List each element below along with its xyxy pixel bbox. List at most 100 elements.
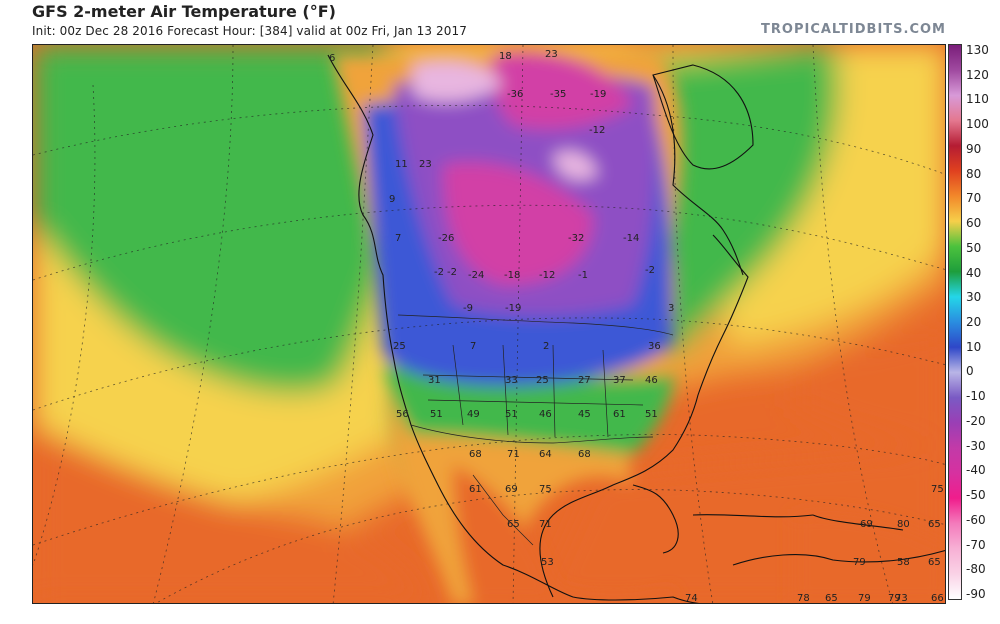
station-value: 36: [648, 341, 661, 352]
station-value: 7: [395, 233, 401, 244]
station-value: 69: [505, 484, 518, 495]
colorbar-tick: -20: [966, 413, 986, 428]
station-value: 33: [505, 375, 518, 386]
site-credit: TROPICALTIDBITS.COM: [761, 22, 946, 37]
station-value: 79: [888, 593, 901, 604]
colorbar-tick: 10: [966, 339, 982, 354]
station-value: -14: [623, 233, 639, 244]
station-value: -9: [463, 303, 473, 314]
station-value: -18: [504, 270, 520, 281]
station-value: 75: [931, 484, 944, 495]
station-value: 69: [860, 519, 873, 530]
land-temperature-field: [333, 50, 945, 603]
colorbar-tick: -80: [966, 562, 986, 577]
station-value: -12: [539, 270, 555, 281]
colorbar-tick: -30: [966, 438, 986, 453]
station-value: 11: [395, 159, 408, 170]
station-value: -19: [505, 303, 521, 314]
colorbar-tick: -40: [966, 463, 986, 478]
colorbar-tick: 90: [966, 141, 982, 156]
station-value: 25: [393, 341, 406, 352]
colorbar-tick: -50: [966, 488, 986, 503]
station-value: 71: [539, 519, 552, 530]
station-value: 49: [467, 409, 480, 420]
station-value: 51: [505, 409, 518, 420]
station-value: 9: [389, 194, 395, 205]
colorbar-tick: 110: [966, 92, 989, 107]
station-value: 23: [545, 49, 558, 60]
chart-title: GFS 2-meter Air Temperature (°F): [32, 2, 336, 21]
station-value: 79: [853, 557, 866, 568]
colorbar-tick: -90: [966, 587, 986, 601]
station-value: 18: [499, 51, 512, 62]
station-value: 68: [578, 449, 591, 460]
station-value: -12: [589, 125, 605, 136]
station-value: 65: [825, 593, 838, 604]
station-value: 7: [470, 341, 476, 352]
colorbar-tick: 30: [966, 290, 982, 305]
station-value: 65: [928, 519, 941, 530]
colorbar-tick: 80: [966, 166, 982, 181]
station-value: -24: [468, 270, 484, 281]
station-value: -2: [434, 267, 444, 278]
graticule: [33, 45, 945, 603]
station-value: 23: [419, 159, 432, 170]
station-value: 25: [536, 375, 549, 386]
station-value: 31: [428, 375, 441, 386]
station-value: 37: [613, 375, 626, 386]
station-value: 74: [685, 593, 698, 604]
station-value: -2: [447, 267, 457, 278]
station-value: 64: [539, 449, 552, 460]
station-value: 61: [613, 409, 626, 420]
colorbar-tick: 100: [966, 117, 989, 132]
colorbar-tick: 130: [966, 43, 989, 57]
borders: [397, 314, 674, 546]
station-value: -26: [438, 233, 454, 244]
station-value: 27: [578, 375, 591, 386]
colorbar-tick: 0: [966, 364, 974, 379]
colorbar-tick: 70: [966, 191, 982, 206]
station-value: 78: [797, 593, 810, 604]
station-value: 45: [578, 409, 591, 420]
station-value: 51: [430, 409, 443, 420]
station-value: -19: [590, 89, 606, 100]
colorbar-tick: 120: [966, 67, 989, 82]
colorbar-tick: 50: [966, 240, 982, 255]
colorbar-ticks: 130 120 110 100 90 80 70 60 50 40 30 20 10 0 -10 -20 -30…: [962, 43, 1000, 601]
station-value: -35: [550, 89, 566, 100]
station-value: 46: [539, 409, 552, 420]
colorbar-tick: 60: [966, 216, 982, 231]
station-value: 65: [928, 557, 941, 568]
colorbar-tick: 20: [966, 315, 982, 329]
station-value: 51: [645, 409, 658, 420]
station-value: 3: [668, 303, 674, 314]
station-value: 6: [329, 53, 335, 64]
station-value: 65: [507, 519, 520, 530]
station-value: 2: [543, 341, 549, 352]
colorbar-tick: -10: [966, 389, 986, 404]
station-value: 53: [541, 557, 554, 568]
temperature-map: 6 18 23 -36 -35 -19 -12 11 23 9 7 -2 -26 -24 -18 -12 -1-…: [32, 44, 946, 604]
colorbar-tick: -60: [966, 512, 986, 527]
station-value: 80: [897, 519, 910, 530]
station-value: 58: [897, 557, 910, 568]
station-value: 79: [858, 593, 871, 604]
station-value: -32: [568, 233, 584, 244]
temperature-colorbar: [948, 44, 962, 600]
chart-subtitle: Init: 00z Dec 28 2016 Forecast Hour: [38…: [32, 24, 467, 38]
station-value: 56: [396, 409, 409, 420]
colorbar-tick: 40: [966, 265, 982, 280]
station-value: 73: [895, 593, 908, 604]
station-value: -36: [507, 89, 523, 100]
station-value: -1: [578, 270, 588, 281]
station-value: 71: [507, 449, 520, 460]
station-value: 61: [469, 484, 482, 495]
station-value: 68: [469, 449, 482, 460]
station-value: 66: [931, 593, 944, 604]
colorbar-tick: -70: [966, 537, 986, 552]
station-value: 46: [645, 375, 658, 386]
station-value: 75: [539, 484, 552, 495]
station-value: -2: [645, 265, 655, 276]
